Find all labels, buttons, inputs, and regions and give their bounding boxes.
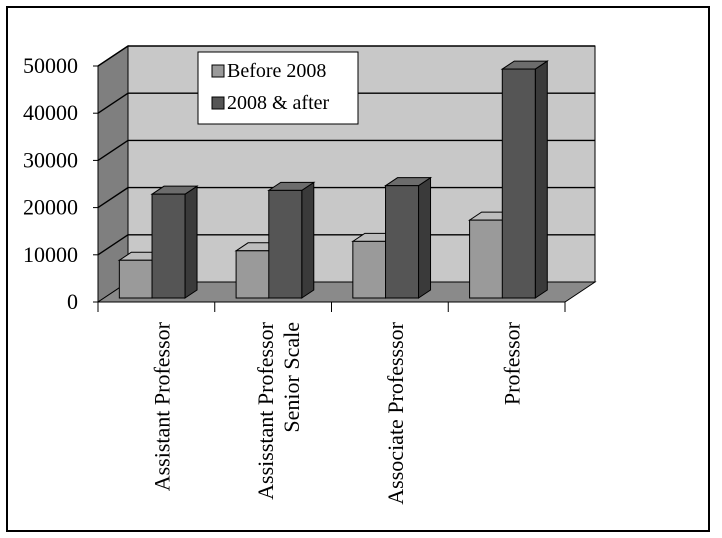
legend-swatch — [211, 96, 225, 110]
bar-side — [418, 176, 432, 299]
gridlines — [97, 45, 595, 256]
x-category-label: Associate Professsor — [383, 321, 408, 504]
bar — [118, 259, 153, 299]
x-category-label: Senior Scale — [279, 322, 304, 433]
legend: Before 2008 2008 & after — [197, 51, 359, 125]
bar — [235, 250, 270, 299]
y-tick-label: 30000 — [23, 147, 78, 172]
gridline — [97, 139, 595, 161]
bar — [469, 219, 504, 299]
bar — [268, 189, 303, 299]
bar — [151, 193, 186, 299]
y-tick-label: 0 — [67, 289, 78, 314]
axes — [93, 65, 566, 312]
bar — [352, 240, 387, 299]
legend-box — [197, 51, 359, 125]
y-tick-labels: 0 10000 20000 30000 40000 50000 — [23, 53, 78, 314]
x-category-label: Assisstant Professor — [253, 321, 278, 500]
bar — [501, 68, 536, 299]
gridline — [97, 45, 595, 67]
gridline — [97, 234, 595, 256]
y-tick-label: 20000 — [23, 195, 78, 220]
bar — [385, 185, 420, 299]
x-category-label: Professor — [500, 321, 525, 405]
x-category-label: Assistant Professor — [149, 321, 174, 491]
gridline — [97, 92, 595, 114]
bar-side — [534, 60, 548, 299]
y-tick-label: 50000 — [23, 53, 78, 78]
legend-label: 2008 & after — [227, 92, 330, 114]
bar-side — [301, 181, 315, 299]
y-tick-label: 40000 — [23, 100, 78, 125]
bars — [117, 60, 549, 299]
legend-label: Before 2008 — [227, 60, 326, 82]
y-tick-label: 10000 — [23, 242, 78, 267]
bar-side — [184, 185, 198, 299]
legend-swatch — [211, 64, 225, 78]
x-category-labels: Assistant Professor Assisstant Professor S… — [149, 321, 524, 504]
gridline — [97, 186, 595, 209]
